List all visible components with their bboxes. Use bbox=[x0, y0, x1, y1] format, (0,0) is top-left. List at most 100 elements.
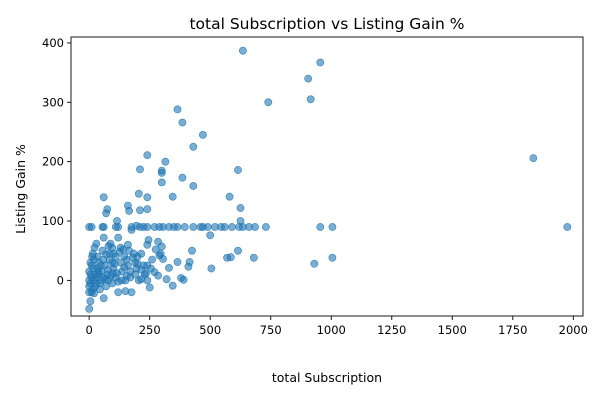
data-point-126 bbox=[85, 304, 94, 313]
data-point-193 bbox=[146, 264, 155, 273]
data-point-185 bbox=[117, 276, 126, 285]
data-point-140 bbox=[148, 255, 156, 264]
data-point-195 bbox=[154, 271, 162, 280]
y-tick-label: 200 bbox=[42, 155, 64, 169]
data-point-90 bbox=[226, 253, 235, 262]
data-point-171 bbox=[87, 288, 96, 297]
data-point-186 bbox=[120, 263, 129, 272]
data-point-17 bbox=[157, 178, 166, 187]
data-point-112 bbox=[162, 275, 171, 284]
data-point-16 bbox=[178, 173, 187, 182]
x-tick-label: 2000 bbox=[559, 323, 588, 337]
data-point-9 bbox=[143, 151, 152, 159]
data-point-89 bbox=[328, 253, 337, 262]
data-point-172 bbox=[88, 252, 96, 261]
data-point-190 bbox=[133, 259, 142, 268]
data-point-175 bbox=[92, 279, 100, 288]
data-point-98 bbox=[165, 263, 173, 272]
data-point-50 bbox=[180, 223, 189, 231]
data-point-25 bbox=[236, 204, 245, 212]
data-point-97 bbox=[184, 262, 193, 271]
data-point-11 bbox=[161, 157, 170, 166]
data-point-18 bbox=[189, 182, 198, 190]
data-point-73 bbox=[143, 240, 152, 249]
data-point-93 bbox=[173, 258, 182, 266]
y-axis-ticks: 0 100 200 300 400 bbox=[42, 36, 71, 287]
data-point-80 bbox=[234, 246, 242, 255]
data-point-21 bbox=[225, 192, 234, 201]
data-point-192 bbox=[142, 269, 150, 278]
data-point-1 bbox=[316, 58, 325, 67]
data-point-7 bbox=[198, 130, 207, 139]
data-point-68 bbox=[206, 231, 215, 240]
data-point-62 bbox=[251, 223, 259, 231]
y-axis-label: Listing Gain % bbox=[13, 144, 28, 234]
data-point-22 bbox=[99, 193, 108, 202]
data-point-12 bbox=[136, 165, 144, 174]
data-point-49 bbox=[173, 223, 182, 231]
data-point-29 bbox=[125, 206, 134, 215]
x-axis-label: total Subscription bbox=[272, 370, 382, 385]
data-point-108 bbox=[179, 275, 188, 284]
data-point-4 bbox=[264, 98, 273, 107]
data-point-179 bbox=[101, 275, 110, 284]
data-point-64 bbox=[316, 223, 325, 231]
x-tick-label: 0 bbox=[85, 323, 92, 337]
data-point-161 bbox=[108, 279, 117, 288]
data-point-51 bbox=[189, 223, 198, 231]
data-point-2 bbox=[304, 74, 313, 83]
data-point-28 bbox=[136, 206, 144, 215]
data-point-196 bbox=[156, 249, 165, 258]
data-point-26 bbox=[143, 205, 152, 213]
plot-area-frame bbox=[70, 36, 584, 317]
data-point-23 bbox=[143, 193, 152, 202]
x-tick-label: 750 bbox=[260, 323, 282, 337]
data-point-125 bbox=[86, 297, 95, 306]
chart-title: total Subscription vs Listing Gain % bbox=[189, 15, 464, 33]
data-point-65 bbox=[328, 223, 337, 231]
data-point-15 bbox=[157, 168, 166, 177]
data-point-5 bbox=[173, 105, 182, 114]
data-point-58 bbox=[228, 223, 236, 231]
data-point-183 bbox=[110, 259, 119, 268]
data-point-118 bbox=[145, 283, 154, 292]
data-point-19 bbox=[134, 189, 143, 198]
data-point-120 bbox=[114, 288, 123, 297]
data-point-6 bbox=[178, 118, 187, 127]
data-point-3 bbox=[306, 95, 315, 104]
y-tick-label: 0 bbox=[57, 273, 64, 287]
data-point-69 bbox=[114, 233, 123, 242]
y-tick-label: 300 bbox=[42, 95, 64, 109]
x-tick-label: 1750 bbox=[498, 323, 527, 337]
data-points bbox=[85, 46, 572, 313]
data-point-124 bbox=[99, 294, 108, 303]
data-point-187 bbox=[122, 271, 131, 280]
data-point-54 bbox=[203, 223, 212, 231]
data-point-184 bbox=[115, 247, 124, 256]
data-point-35 bbox=[87, 223, 96, 231]
data-point-181 bbox=[106, 239, 115, 248]
data-point-99 bbox=[207, 264, 216, 273]
y-tick-label: 400 bbox=[42, 36, 64, 50]
data-point-194 bbox=[151, 245, 160, 254]
x-tick-label: 250 bbox=[139, 323, 161, 337]
data-point-13 bbox=[234, 166, 242, 174]
x-tick-label: 1500 bbox=[438, 323, 467, 337]
data-point-174 bbox=[90, 243, 99, 252]
data-point-43 bbox=[143, 223, 152, 231]
data-point-121 bbox=[127, 288, 136, 297]
data-point-20 bbox=[168, 192, 177, 201]
data-point-189 bbox=[131, 270, 140, 279]
y-tick-label: 100 bbox=[42, 214, 64, 228]
x-tick-label: 500 bbox=[199, 323, 221, 337]
data-point-94 bbox=[310, 259, 319, 268]
data-point-188 bbox=[128, 253, 137, 262]
data-point-37 bbox=[99, 223, 108, 231]
data-point-117 bbox=[168, 281, 177, 290]
data-point-70 bbox=[99, 233, 108, 242]
x-axis-ticks: 0 250 500 750 1000 1250 1500 1750 2000 bbox=[85, 316, 588, 337]
data-point-0 bbox=[238, 46, 247, 55]
x-tick-label: 1250 bbox=[377, 323, 406, 337]
data-point-88 bbox=[249, 253, 258, 262]
